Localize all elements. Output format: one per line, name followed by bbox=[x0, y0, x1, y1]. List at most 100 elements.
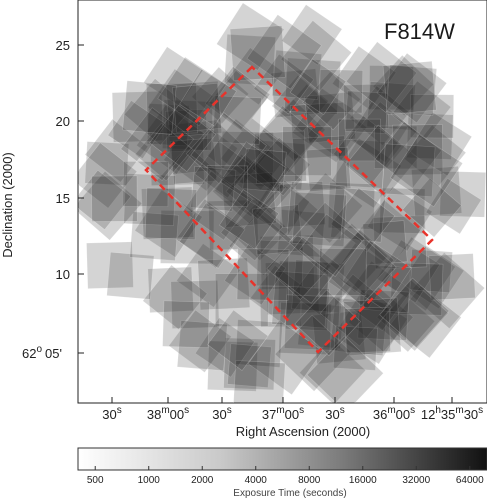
exposure-tile bbox=[277, 260, 329, 312]
colorbar-tick-label: 500 bbox=[87, 475, 104, 486]
colorbar: 500 1000 2000 4000 8000 16000 32000 64000 Expos… bbox=[77, 447, 487, 499]
exposure-tile bbox=[347, 100, 410, 163]
exposure-tile bbox=[372, 215, 428, 270]
exposure-tile bbox=[232, 360, 286, 403]
exposure-tile bbox=[321, 231, 397, 307]
exposure-tile bbox=[271, 74, 329, 133]
colorbar-tick-label: 1000 bbox=[138, 475, 161, 486]
exposure-tile bbox=[331, 138, 402, 209]
exposure-tile bbox=[291, 88, 367, 163]
exposure-tile bbox=[123, 78, 192, 146]
exposure-tile bbox=[190, 112, 267, 189]
exposure-tile bbox=[335, 138, 386, 189]
exposure-tile bbox=[223, 337, 276, 391]
exposure-tile bbox=[401, 177, 462, 238]
exposure-tile bbox=[78, 142, 138, 209]
colorbar-tick-label: 32000 bbox=[402, 475, 430, 486]
exposure-tile bbox=[333, 290, 408, 365]
exposure-tile bbox=[319, 273, 393, 347]
exposure-tile bbox=[207, 309, 269, 371]
exposure-tile bbox=[129, 211, 179, 261]
exposure-tile bbox=[176, 243, 241, 308]
exposure-tile bbox=[162, 99, 214, 151]
exposure-tile bbox=[146, 103, 190, 147]
x-tick-label: 30s bbox=[325, 405, 344, 422]
colorbar-tick-label: 4000 bbox=[245, 475, 268, 486]
exposure-tile bbox=[156, 145, 225, 214]
exposure-tile bbox=[292, 135, 348, 192]
exposure-tile bbox=[149, 130, 205, 186]
exposure-tile bbox=[404, 124, 467, 187]
exposure-tile bbox=[289, 58, 347, 116]
exposure-tile bbox=[425, 177, 482, 235]
exposure-tile bbox=[286, 181, 346, 241]
exposure-tile bbox=[194, 140, 253, 199]
exposure-tile bbox=[220, 117, 293, 191]
exposure-tile bbox=[271, 49, 322, 100]
exposure-tile bbox=[253, 130, 307, 184]
exposure-tile bbox=[277, 209, 326, 258]
y-tick-label: 25 bbox=[56, 38, 70, 53]
exposure-tile bbox=[299, 338, 366, 403]
exposure-tile bbox=[229, 25, 286, 82]
exposure-tile bbox=[225, 47, 284, 106]
exposure-tile bbox=[274, 314, 352, 392]
exposure-tile bbox=[220, 198, 284, 262]
y-axis: 25 20 15 10 62o 05' Declination (2000) bbox=[0, 38, 84, 361]
exposure-tile bbox=[207, 340, 259, 392]
exposure-tile bbox=[214, 154, 278, 218]
exposure-tile bbox=[197, 257, 251, 311]
colorbar-tick-label: 2000 bbox=[191, 475, 214, 486]
x-tick-label: 30s bbox=[102, 405, 121, 422]
exposure-tile bbox=[279, 181, 326, 228]
chart-title: F814W bbox=[384, 19, 455, 44]
exposure-tile bbox=[86, 241, 134, 289]
exposure-tiles bbox=[78, 2, 487, 403]
exposure-tile bbox=[330, 187, 396, 253]
exposure-tile bbox=[262, 98, 326, 163]
exposure-tile bbox=[194, 317, 255, 378]
exposure-tile bbox=[235, 148, 302, 215]
exposure-tile bbox=[390, 80, 452, 141]
exposure-tile bbox=[182, 169, 253, 241]
exposure-tile bbox=[78, 169, 132, 230]
exposure-tile bbox=[327, 182, 376, 230]
exposure-tile bbox=[208, 199, 259, 251]
exposure-tile bbox=[329, 229, 395, 295]
exposure-tile bbox=[372, 54, 434, 116]
exposure-tile bbox=[271, 270, 330, 329]
exposure-tile bbox=[382, 60, 437, 115]
exposure-tile bbox=[251, 105, 320, 174]
exposure-tile bbox=[167, 119, 223, 175]
exposure-tile bbox=[172, 83, 222, 133]
exposure-tile bbox=[165, 80, 222, 138]
exposure-tile bbox=[255, 140, 306, 190]
exposure-tile bbox=[319, 69, 364, 114]
exposure-tile bbox=[256, 239, 304, 288]
exposure-tile bbox=[408, 248, 453, 293]
exposure-tile bbox=[134, 189, 203, 258]
exposure-tile bbox=[369, 65, 414, 111]
exposure-tile bbox=[168, 309, 232, 373]
exposure-tile bbox=[204, 66, 271, 132]
exposure-tile bbox=[236, 129, 300, 193]
exposure-tile bbox=[302, 71, 362, 131]
exposure-tile bbox=[122, 80, 177, 135]
exposure-tile bbox=[147, 68, 214, 135]
x-axis: 30s 38m00s 30s 37m00s 30s 36m00s 12h35m30s Rig… bbox=[102, 397, 483, 439]
x-tick-label: 12h35m30s bbox=[421, 405, 483, 422]
exposure-tile bbox=[266, 234, 332, 300]
exposure-tile bbox=[141, 186, 195, 240]
exposure-tile bbox=[229, 200, 290, 261]
exposure-tile bbox=[212, 154, 283, 225]
footprint-outline bbox=[144, 65, 434, 354]
exposure-tile bbox=[374, 121, 442, 189]
exposure-tile bbox=[411, 166, 462, 217]
exposure-tile bbox=[332, 45, 397, 111]
exposure-tile bbox=[265, 260, 320, 315]
exposure-tile bbox=[349, 101, 417, 169]
exposure-tile bbox=[318, 223, 389, 293]
exposure-tile bbox=[400, 245, 465, 310]
exposure-tile bbox=[344, 306, 391, 354]
